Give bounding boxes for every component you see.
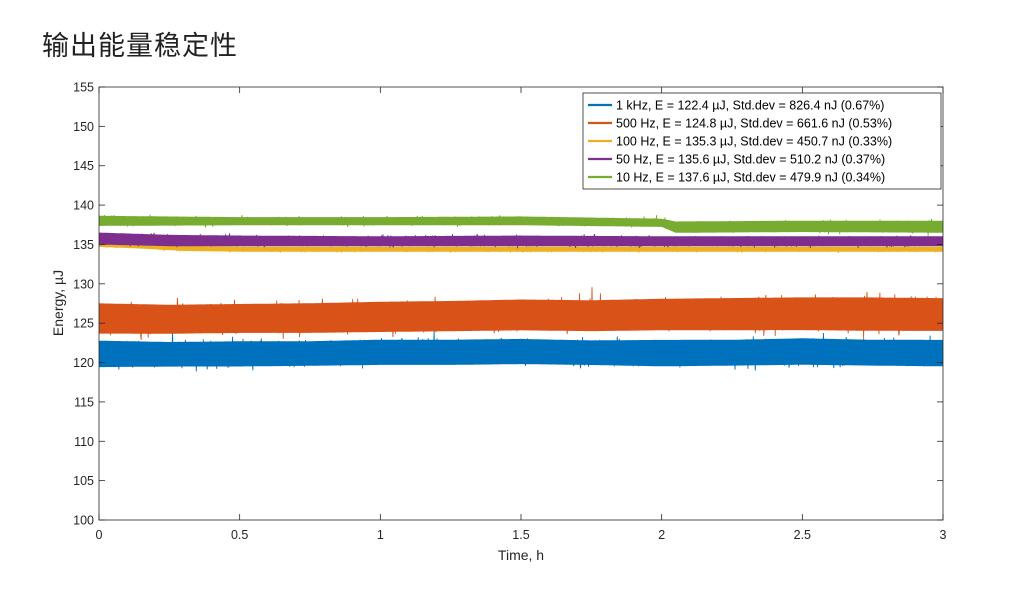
legend-box: [582, 92, 942, 190]
y-tick-label: 125: [73, 317, 94, 331]
series-line: [99, 330, 943, 372]
series-1: [99, 287, 943, 341]
y-tick-label: 130: [73, 277, 94, 291]
series-4: [99, 214, 943, 236]
y-tick-label: 100: [73, 514, 94, 528]
y-tick-label: 120: [73, 356, 94, 370]
y-tick-label: 155: [73, 81, 94, 95]
series-line: [99, 242, 943, 254]
y-tick-label: 140: [73, 199, 94, 213]
y-tick-label: 135: [73, 238, 94, 252]
legend-label: 10 Hz, E = 137.6 µJ, Std.dev = 479.9 nJ …: [616, 171, 885, 185]
series-2: [99, 241, 943, 254]
series-0: [99, 330, 943, 372]
legend-item: 1 kHz, E = 122.4 µJ, Std.dev = 826.4 nJ …: [588, 99, 884, 113]
y-tick-label: 110: [74, 435, 94, 449]
series-line: [99, 232, 943, 249]
x-tick-label: 1.5: [512, 528, 529, 542]
legend-label: 500 Hz, E = 124.8 µJ, Std.dev = 661.6 nJ…: [616, 117, 892, 131]
legend-item: 50 Hz, E = 135.6 µJ, Std.dev = 510.2 nJ …: [588, 153, 885, 167]
series-3: [99, 232, 943, 249]
legend-label: 1 kHz, E = 122.4 µJ, Std.dev = 826.4 nJ …: [616, 99, 884, 113]
y-tick-label: 115: [74, 395, 94, 409]
legend-label: 100 Hz, E = 135.3 µJ, Std.dev = 450.7 nJ…: [616, 135, 892, 149]
x-tick-label: 0: [96, 528, 103, 542]
series-line: [99, 214, 943, 236]
legend-label: 50 Hz, E = 135.6 µJ, Std.dev = 510.2 nJ …: [616, 153, 885, 167]
y-tick-label: 105: [73, 474, 94, 488]
page-title: 输出能量稳定性: [42, 31, 238, 62]
x-tick-label: 3: [940, 528, 947, 542]
x-tick-label: 1: [377, 528, 384, 542]
y-tick-label: 150: [73, 120, 94, 134]
legend-item: 10 Hz, E = 137.6 µJ, Std.dev = 479.9 nJ …: [588, 171, 885, 185]
x-tick-label: 2.5: [794, 528, 811, 542]
tick-layer: 0 0.5 1 1.5 2 2.5 3 100 105 110 115 120 125 130 135 140…: [73, 81, 946, 543]
x-tick-label: 0.5: [231, 528, 248, 542]
legend: 1 kHz, E = 122.4 µJ, Std.dev = 826.4 nJ …: [582, 92, 942, 190]
series-line: [99, 287, 943, 341]
legend-item: 500 Hz, E = 124.8 µJ, Std.dev = 661.6 nJ…: [588, 117, 892, 131]
y-tick-label: 145: [73, 159, 94, 173]
x-axis-title: Time, h: [498, 547, 544, 563]
y-axis-title: Energy, µJ: [50, 270, 66, 336]
series-layer: [99, 214, 943, 372]
legend-item: 100 Hz, E = 135.3 µJ, Std.dev = 450.7 nJ…: [588, 135, 892, 149]
x-tick-label: 2: [658, 528, 665, 542]
